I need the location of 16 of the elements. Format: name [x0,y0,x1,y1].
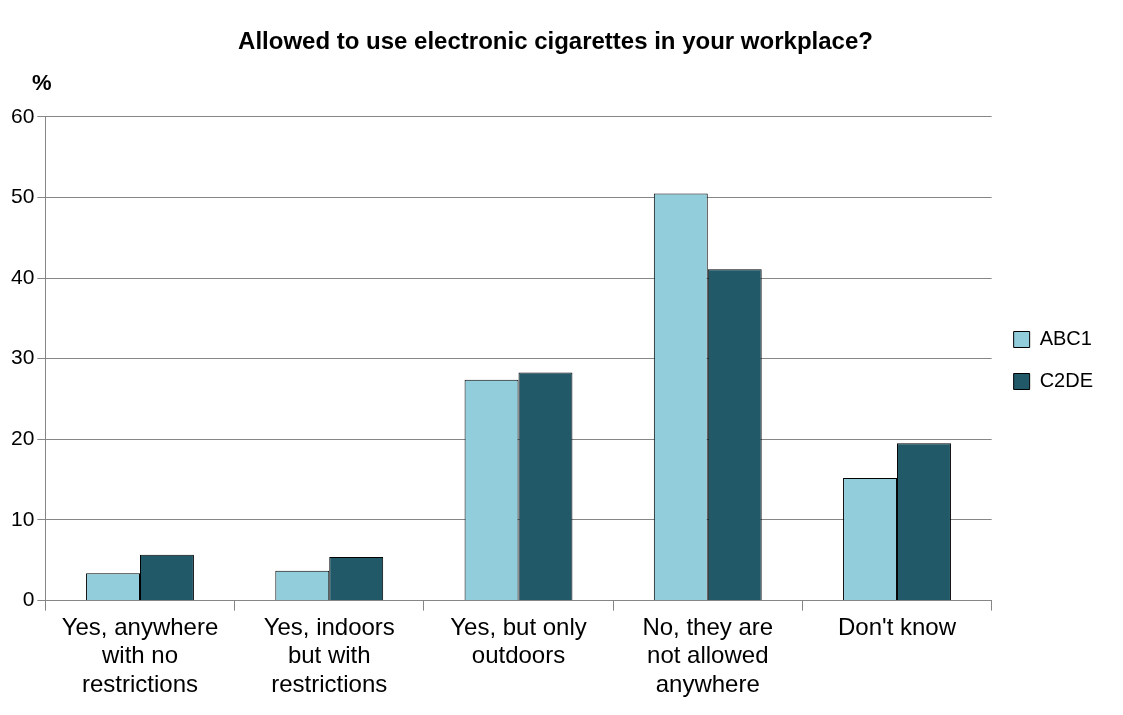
x-tick-label: No, they are not allowed anywhere [642,612,774,698]
y-axis-title: % [32,69,52,95]
legend-label: ABC1 [1039,327,1092,350]
y-tick-label: 20 [11,426,35,450]
x-tick-label: Yes, indoors but with restrictions [263,612,395,698]
x-tick-label: Yes, anywhere with no restrictions [61,612,219,698]
y-tick-label: 60 [11,103,35,127]
x-tick-label: Don't know [838,612,957,640]
x-tick-label: Yes, but only outdoors [450,612,587,669]
y-tick-label: 40 [11,264,35,288]
y-tick-label: 0 [22,587,35,611]
y-tick-label: 30 [11,345,35,369]
y-tick-label: 10 [11,506,35,530]
y-tick-label: 50 [11,184,35,208]
chart-title: Allowed to use electronic cigarettes in your workplace? [238,27,873,55]
legend-label: C2DE [1039,369,1094,392]
